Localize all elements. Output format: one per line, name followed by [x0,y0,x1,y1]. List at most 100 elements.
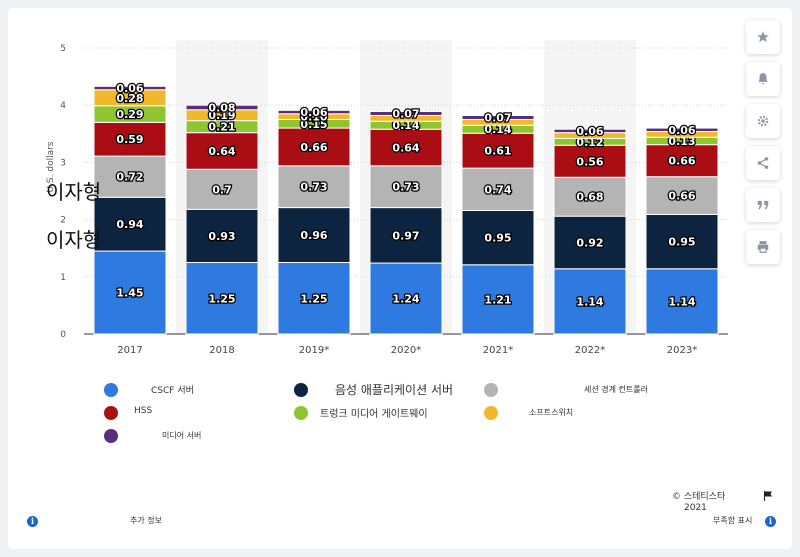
alert-button[interactable] [746,62,780,96]
data-label: 0.07 [484,111,511,124]
bar-segment [461,167,535,211]
settings-button[interactable] [746,104,780,138]
gear-icon [757,115,769,127]
data-label: 0.68 [576,191,603,204]
bar-segment [277,165,351,209]
data-label: 0.7 [212,183,232,196]
bar-segment [461,264,535,335]
data-label: 0.06 [668,124,695,137]
x-tick-label: 2020* [391,345,421,356]
data-label: 1.21 [484,293,511,306]
y-tick-label: 4 [60,101,66,111]
bar-segment [185,168,259,210]
more-info-link[interactable]: 추가 정보 [130,516,162,525]
bar-segment [93,196,167,252]
data-label: 0.66 [668,190,695,203]
data-label: 0.74 [484,183,511,196]
report-link[interactable]: 부족함 표시 [713,516,753,525]
y-tick-label: 1 [60,273,66,283]
share-icon [757,157,769,169]
y-tick-label: 3 [60,158,66,168]
bar-segment [461,209,535,266]
data-label: 0.93 [208,230,235,243]
data-label: 0.07 [392,107,419,120]
bar-segment [369,165,443,209]
data-label: 0.96 [300,229,327,242]
bar-segment [369,207,443,264]
bar-segment [553,128,627,134]
data-label: 0.06 [576,125,603,138]
report-info-icon[interactable]: i [765,516,776,527]
bar-segment [461,114,535,121]
bar-segment [645,176,719,215]
data-label: 1.14 [668,295,695,308]
cite-button[interactable] [746,188,780,222]
data-label: 1.25 [300,292,327,305]
data-label: 0.95 [668,236,695,249]
data-label: 1.14 [576,295,603,308]
data-label: 0.06 [300,106,327,119]
bar-segment [553,144,627,178]
bar-segment [645,144,719,178]
data-label: 0.59 [116,133,143,146]
data-label: 0.61 [484,145,511,158]
x-tick-label: 2018 [209,345,234,356]
data-label: 0.92 [576,236,603,249]
info-icon[interactable]: i [27,516,38,527]
data-label: 0.28 [116,92,143,105]
bar-segment [185,262,259,335]
bell-icon [758,73,768,85]
data-label: 0.73 [300,181,327,194]
print-button[interactable] [746,230,780,264]
bar-segment [277,109,351,115]
bar-segment [93,250,167,335]
copyright-year: 2021 [684,503,707,513]
data-label: 0.06 [116,82,143,95]
bar-segment [185,104,259,111]
bar-segment [645,127,719,133]
data-label: 0.64 [208,145,235,158]
flag-icon[interactable] [762,490,774,502]
bar-segment [369,110,443,116]
x-tick-label: 2017 [117,345,142,356]
share-button[interactable] [746,146,780,180]
bar-segment [185,208,259,263]
star-icon [757,31,769,43]
y-tick-label: 5 [60,44,66,54]
data-label: 0.95 [484,232,511,245]
data-label: 0.56 [576,155,603,168]
data-label: 0.66 [668,155,695,168]
bar-segment [553,268,627,335]
data-label: 0.64 [392,142,419,155]
y-tick-label: 2 [60,216,66,226]
data-label: 0.73 [392,181,419,194]
bar-segment [93,155,167,198]
data-label: 1.24 [392,293,419,306]
data-label: 0.21 [208,121,235,134]
bar-segment [93,121,167,157]
overlay-text-1: 이자형 [46,180,102,204]
bar-segment [645,213,719,270]
data-label: 0.97 [392,229,419,242]
bar-segment [277,127,351,167]
copyright-text[interactable]: © 스테티스타 [672,492,726,502]
data-label: 0.15 [300,118,327,131]
data-label: 0.72 [116,171,143,184]
data-label: 1.45 [116,287,143,300]
x-tick-label: 2023* [667,345,697,356]
quote-icon [757,200,769,210]
bar-segment [369,128,443,167]
x-tick-label: 2019* [299,345,329,356]
y-tick-label: 0 [60,330,66,340]
data-label: 1.25 [208,292,235,305]
x-tick-label: 2021* [483,345,513,356]
bar-segment [277,207,351,263]
print-icon [757,241,769,253]
x-tick-label: 2022* [575,345,605,356]
bar-segment [277,262,351,335]
favorite-button[interactable] [746,20,780,54]
data-label: 0.08 [208,101,235,114]
bar-segment [553,215,627,270]
data-label: 0.94 [116,218,143,231]
